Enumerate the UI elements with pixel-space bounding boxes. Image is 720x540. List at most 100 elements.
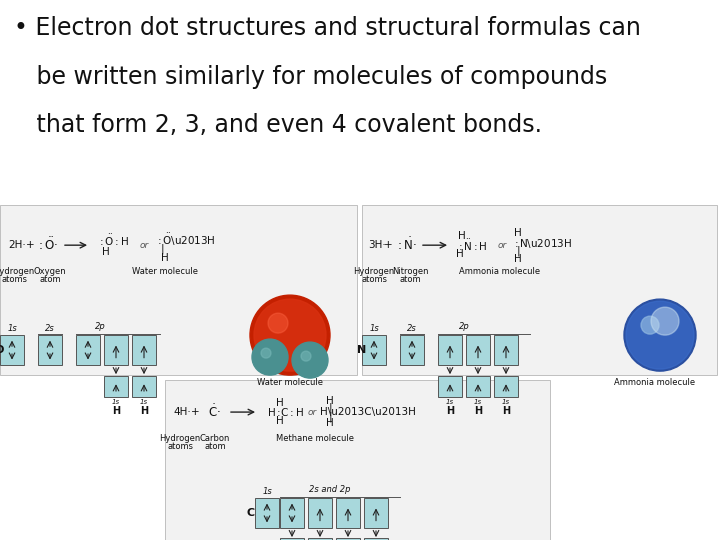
Text: or: or bbox=[308, 408, 318, 416]
Bar bbox=[165, 380, 550, 540]
Circle shape bbox=[254, 299, 326, 371]
Circle shape bbox=[641, 316, 659, 334]
Bar bbox=[38, 335, 62, 365]
Text: N: N bbox=[356, 345, 366, 355]
Text: 2s: 2s bbox=[407, 324, 417, 333]
Text: |: | bbox=[328, 403, 332, 413]
Text: or: or bbox=[498, 241, 508, 249]
Text: $:\ddot{\rm O}$\u2013H: $:\ddot{\rm O}$\u2013H bbox=[155, 232, 215, 248]
Text: 1s: 1s bbox=[474, 399, 482, 405]
Bar bbox=[494, 335, 518, 365]
Text: O: O bbox=[0, 345, 4, 355]
Text: Water molecule: Water molecule bbox=[257, 378, 323, 387]
Text: H: H bbox=[112, 406, 120, 416]
Text: atoms: atoms bbox=[1, 275, 27, 284]
Bar bbox=[336, 498, 360, 528]
Bar bbox=[494, 376, 518, 397]
Text: H: H bbox=[161, 253, 168, 263]
Text: H: H bbox=[456, 249, 464, 259]
Text: Methane molecule: Methane molecule bbox=[276, 434, 354, 443]
Text: Hydrogen: Hydrogen bbox=[159, 434, 201, 443]
Text: $:\dot{\rm N}$·: $:\dot{\rm N}$· bbox=[395, 237, 417, 253]
Circle shape bbox=[268, 313, 288, 333]
Bar bbox=[308, 538, 332, 540]
Bar bbox=[400, 335, 424, 365]
Text: $:\ddot{\rm O}:$H: $:\ddot{\rm O}:$H bbox=[97, 233, 129, 248]
Text: $:\ddot{\rm O}$·: $:\ddot{\rm O}$· bbox=[36, 237, 58, 253]
Circle shape bbox=[301, 351, 311, 361]
Text: |: | bbox=[161, 244, 165, 254]
Text: $:\ddot{\rm N}:$H: $:\ddot{\rm N}:$H bbox=[456, 238, 487, 253]
Bar bbox=[364, 498, 388, 528]
Text: 1s: 1s bbox=[112, 399, 120, 405]
Bar bbox=[280, 498, 304, 528]
Bar bbox=[132, 376, 156, 397]
Bar bbox=[362, 335, 386, 365]
Text: Nitrogen: Nitrogen bbox=[392, 267, 428, 276]
Text: $:$N\u2013H: $:$N\u2013H bbox=[512, 237, 572, 249]
Circle shape bbox=[261, 348, 271, 358]
Text: H: H bbox=[502, 406, 510, 416]
Circle shape bbox=[250, 295, 330, 375]
Bar bbox=[280, 538, 304, 540]
Circle shape bbox=[624, 299, 696, 371]
Text: |: | bbox=[517, 246, 521, 256]
Text: $\dot{\rm C}$·: $\dot{\rm C}$· bbox=[207, 404, 220, 420]
Text: H: H bbox=[326, 396, 334, 406]
Bar bbox=[104, 335, 128, 365]
Text: 2s: 2s bbox=[45, 324, 55, 333]
Text: atoms: atoms bbox=[361, 275, 387, 284]
Text: Oxygen: Oxygen bbox=[34, 267, 66, 276]
Bar bbox=[76, 335, 100, 365]
Text: Ammonia molecule: Ammonia molecule bbox=[614, 378, 696, 387]
Bar bbox=[0, 335, 24, 365]
Text: Ammonia molecule: Ammonia molecule bbox=[459, 267, 541, 276]
Text: that form 2, 3, and even 4 covalent bonds.: that form 2, 3, and even 4 covalent bond… bbox=[14, 113, 542, 137]
Text: 2H·: 2H· bbox=[8, 240, 26, 250]
Text: 2p: 2p bbox=[459, 322, 469, 331]
Bar bbox=[255, 498, 279, 528]
Bar bbox=[466, 376, 490, 397]
Bar bbox=[438, 376, 462, 397]
Text: atom: atom bbox=[39, 275, 60, 284]
Text: H$:\!$C$:$H: H$:\!$C$:$H bbox=[267, 406, 304, 418]
Text: H: H bbox=[514, 254, 522, 264]
Text: 2p: 2p bbox=[94, 322, 105, 331]
Circle shape bbox=[626, 301, 694, 369]
Bar bbox=[466, 335, 490, 365]
Text: +: + bbox=[26, 240, 35, 250]
Text: +: + bbox=[384, 240, 392, 250]
Text: H\u2013C\u2013H: H\u2013C\u2013H bbox=[320, 407, 416, 417]
Bar bbox=[336, 538, 360, 540]
Text: H: H bbox=[446, 406, 454, 416]
Bar bbox=[132, 335, 156, 365]
Text: or: or bbox=[140, 241, 149, 249]
Text: H: H bbox=[140, 406, 148, 416]
Circle shape bbox=[651, 307, 679, 335]
Text: H: H bbox=[276, 398, 284, 408]
Text: 1s: 1s bbox=[140, 399, 148, 405]
Text: 4H·: 4H· bbox=[173, 407, 191, 417]
Text: • Electron dot structures and structural formulas can: • Electron dot structures and structural… bbox=[14, 16, 642, 40]
Text: 1s: 1s bbox=[502, 399, 510, 405]
Bar bbox=[308, 498, 332, 528]
Bar bbox=[364, 538, 388, 540]
Bar bbox=[362, 205, 717, 375]
Text: atoms: atoms bbox=[167, 442, 193, 451]
Text: C: C bbox=[247, 508, 255, 518]
Circle shape bbox=[292, 342, 328, 378]
Text: be written similarly for molecules of compounds: be written similarly for molecules of co… bbox=[14, 65, 608, 89]
Text: Carbon: Carbon bbox=[200, 434, 230, 443]
Text: H: H bbox=[326, 418, 334, 428]
Text: 1s: 1s bbox=[262, 487, 272, 496]
Text: |: | bbox=[328, 412, 332, 422]
Text: 1s: 1s bbox=[446, 399, 454, 405]
Text: H: H bbox=[276, 416, 284, 426]
Text: H: H bbox=[514, 228, 522, 238]
Circle shape bbox=[252, 339, 288, 375]
Text: Hydrogen: Hydrogen bbox=[354, 267, 395, 276]
Text: atom: atom bbox=[204, 442, 226, 451]
Text: atom: atom bbox=[399, 275, 420, 284]
Text: H: H bbox=[102, 247, 109, 257]
Text: Hydrogen: Hydrogen bbox=[0, 267, 35, 276]
